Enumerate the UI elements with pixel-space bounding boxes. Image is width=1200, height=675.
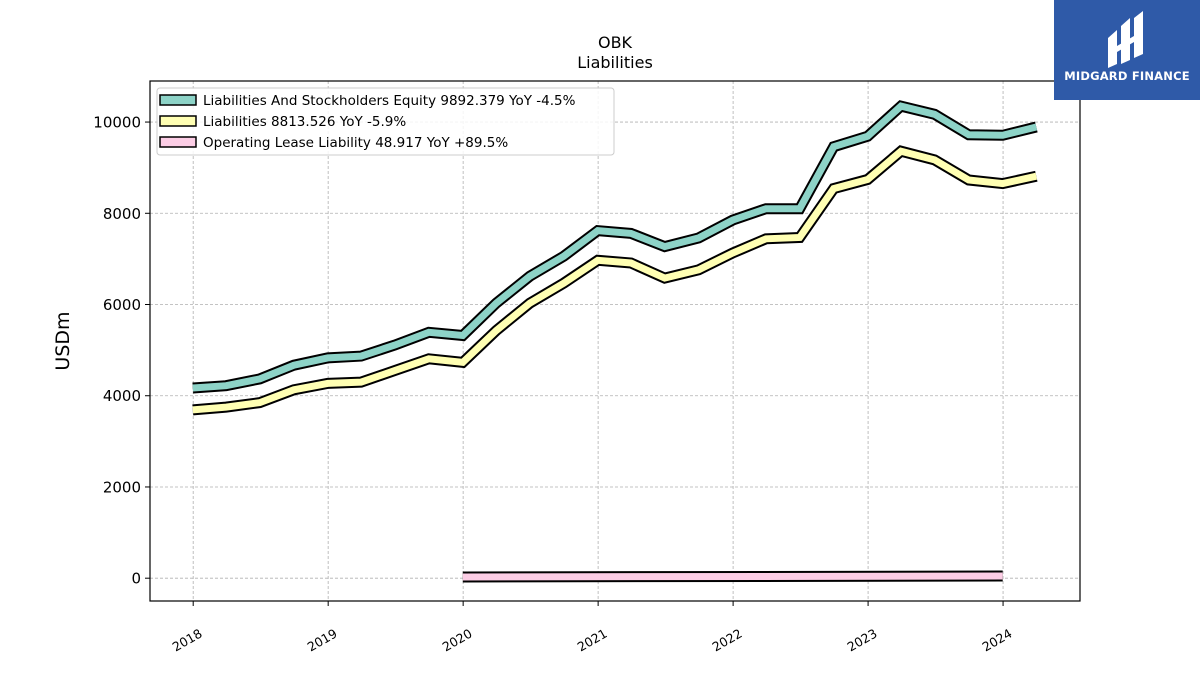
- series-layer: [192, 100, 1038, 583]
- legend-label: Liabilities 8813.526 YoY -5.9%: [203, 114, 406, 130]
- x-tick-label: 2024: [980, 626, 1015, 655]
- series-line-3: [462, 572, 1003, 581]
- y-tick-label: 10000: [93, 114, 141, 132]
- midgard-logo-icon: [1108, 11, 1143, 68]
- series-line-1: [192, 102, 1038, 392]
- x-axis: 2018 2019 2020 2021 2022 2023 2024: [170, 601, 1015, 655]
- x-tick-label: 2021: [575, 626, 610, 655]
- y-axis: 0 2000 4000 6000 8000 10000: [93, 114, 150, 588]
- y-tick-label: 0: [131, 570, 141, 588]
- y-tick-label: 4000: [103, 387, 141, 405]
- series-line-2: [192, 147, 1038, 414]
- legend-box: [156, 87, 615, 156]
- chart-subtitle: Liabilities: [577, 53, 653, 72]
- brand-logo: MIDGARD FINANCE: [1054, 0, 1200, 100]
- legend-label: Operating Lease Liability 48.917 YoY +89…: [203, 135, 508, 151]
- x-tick-label: 2023: [845, 626, 880, 655]
- legend-swatch: [159, 136, 197, 148]
- legend: Liabilities And Stockholders Equity 9892…: [156, 87, 615, 156]
- y-tick-label: 6000: [103, 296, 141, 314]
- legend-label: Liabilities And Stockholders Equity 9892…: [203, 93, 576, 109]
- plot-frame: [149, 80, 1081, 602]
- y-tick-label: 2000: [103, 478, 141, 496]
- x-tick-label: 2019: [305, 626, 340, 655]
- x-tick-label: 2018: [170, 626, 205, 655]
- x-tick-label: 2020: [440, 626, 475, 655]
- y-axis-label: USDm: [52, 311, 74, 370]
- chart-title: OBK: [598, 33, 633, 52]
- series-line-outline-2: [192, 145, 1038, 416]
- y-tick-label: 8000: [103, 205, 141, 223]
- legend-swatch: [159, 94, 197, 106]
- brand-logo-text: MIDGARD FINANCE: [1064, 69, 1190, 83]
- legend-swatch: [159, 115, 197, 127]
- x-tick-label: 2022: [710, 626, 745, 655]
